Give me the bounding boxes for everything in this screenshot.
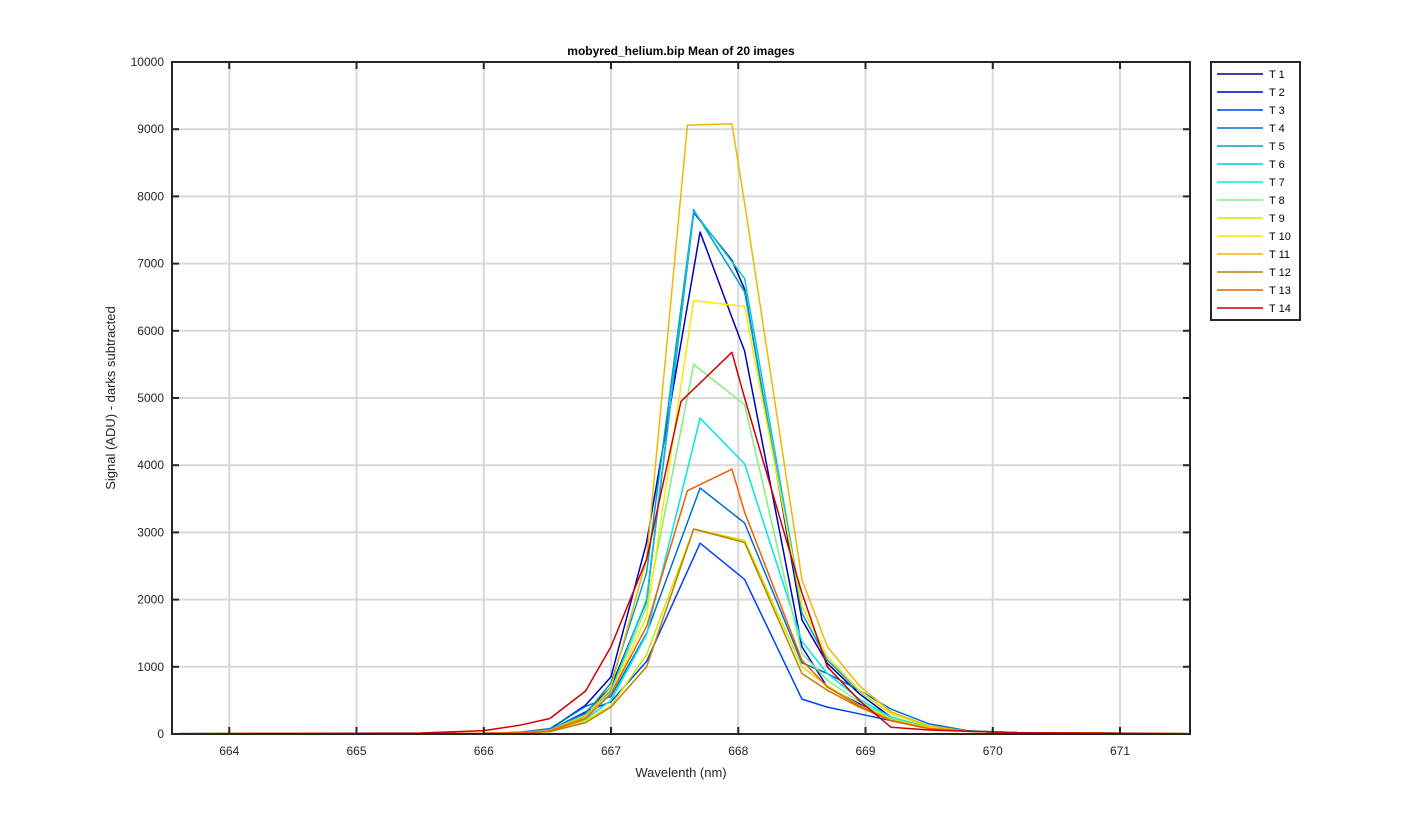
x-axis-title: Wavelenth (nm): [635, 765, 726, 780]
y-tick-label: 5000: [137, 391, 164, 405]
y-tick-label: 6000: [137, 324, 164, 338]
y-tick-label: 0: [157, 727, 164, 741]
chart-title: mobyred_helium.bip Mean of 20 images: [567, 44, 795, 58]
x-tick-label: 670: [983, 744, 1003, 758]
x-tick-label: 666: [474, 744, 494, 758]
axis-ticks: 664 665 666 667 668 669 670 671 0 1000 2000 3000 400…: [131, 55, 1190, 758]
legend-item: T 4: [1217, 123, 1285, 135]
legend-item: T 11: [1217, 249, 1290, 261]
legend-label: T 1: [1269, 69, 1285, 81]
legend-label: T 14: [1269, 303, 1291, 315]
y-tick-label: 9000: [137, 122, 164, 136]
legend-item: T 12: [1217, 267, 1291, 279]
legend-label: T 10: [1269, 231, 1291, 243]
legend-label: T 2: [1269, 87, 1285, 99]
y-tick-label: 1000: [137, 660, 164, 674]
legend-item: T 13: [1217, 285, 1291, 297]
legend-item: T 6: [1217, 159, 1285, 171]
legend-label: T 6: [1269, 159, 1285, 171]
legend-item: T 3: [1217, 105, 1285, 117]
y-tick-label: 8000: [137, 189, 164, 203]
y-tick-label: 2000: [137, 593, 164, 607]
x-tick-label: 667: [601, 744, 621, 758]
legend-item: T 10: [1217, 231, 1291, 243]
legend-item: T 1: [1217, 69, 1285, 81]
x-tick-label: 671: [1110, 744, 1130, 758]
legend-label: T 12: [1269, 267, 1291, 279]
y-tick-label: 4000: [137, 458, 164, 472]
x-tick-label: 668: [728, 744, 748, 758]
x-tick-label: 669: [855, 744, 875, 758]
legend-item: T 7: [1217, 177, 1285, 189]
legend-item: T 8: [1217, 195, 1285, 207]
legend-label: T 8: [1269, 195, 1285, 207]
legend-box: [1210, 61, 1301, 321]
legend-item: T 9: [1217, 213, 1285, 225]
legend-label: T 9: [1269, 213, 1285, 225]
legend-item: T 2: [1217, 87, 1285, 99]
legend-item: T 5: [1217, 141, 1285, 153]
legend-label: T 13: [1269, 285, 1291, 297]
x-tick-label: 665: [346, 744, 366, 758]
legend-item: T 14: [1217, 303, 1291, 315]
y-tick-label: 7000: [137, 257, 164, 271]
y-tick-label: 3000: [137, 525, 164, 539]
legend-label: T 4: [1269, 123, 1285, 135]
x-tick-label: 664: [219, 744, 239, 758]
legend: T 1 T 2 T 3 T 4 T 5 T 6 T 7 T 8 T 9 T 10 T 11 T 12 T…: [1210, 61, 1301, 321]
y-axis-title: Signal (ADU) - darks subtracted: [103, 306, 118, 490]
legend-label: T 3: [1269, 105, 1285, 117]
y-tick-label: 10000: [131, 55, 165, 69]
legend-items: T 1 T 2 T 3 T 4 T 5 T 6 T 7 T 8 T 9 T 10 T 11 T 12 T…: [1217, 69, 1291, 315]
legend-label: T 7: [1269, 177, 1285, 189]
legend-label: T 5: [1269, 141, 1285, 153]
legend-label: T 11: [1269, 249, 1290, 261]
